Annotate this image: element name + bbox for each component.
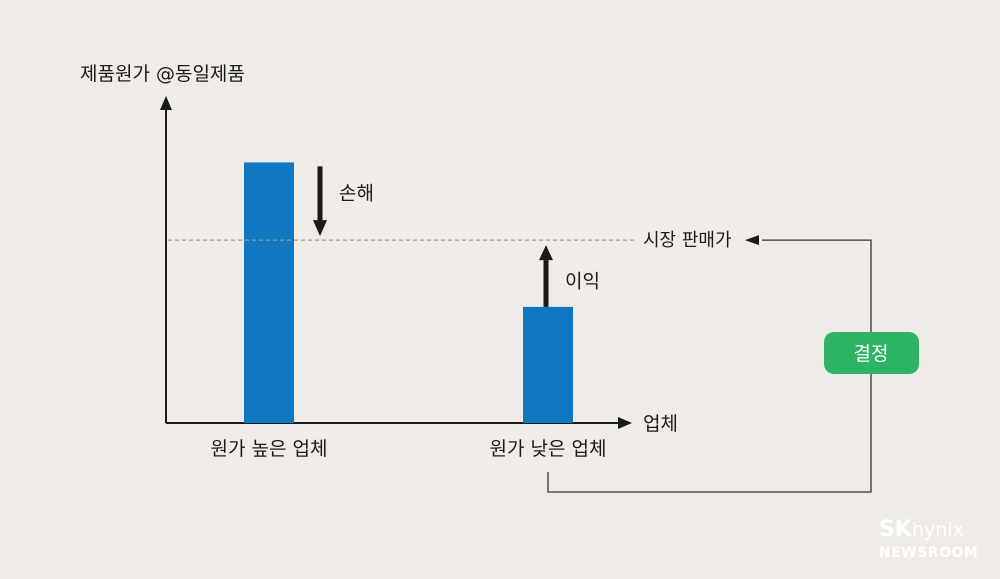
- x-tick-label-high-cost: 원가 높은 업체: [211, 438, 328, 460]
- profit-label: 이익: [565, 271, 600, 293]
- logo-brand: SK: [879, 517, 913, 542]
- y-axis-arrow: [160, 96, 172, 110]
- decision-label: 결정: [854, 343, 889, 365]
- bar-low-cost: [523, 306, 573, 423]
- profit-arrow-head: [539, 245, 553, 261]
- x-tick-label-low-cost: 원가 낮은 업체: [490, 438, 607, 460]
- loss-label: 손해: [339, 182, 374, 204]
- y-axis-label: 제품원가 @동일제품: [80, 63, 245, 85]
- decision-connector: [547, 239, 872, 493]
- decision-badge: [824, 332, 919, 374]
- logo-sub: NEWSROOM: [879, 545, 978, 561]
- bar-high-cost: [244, 162, 294, 423]
- market-price-arrow: [745, 235, 759, 246]
- x-axis-arrow: [618, 417, 632, 429]
- logo-product: hynix: [912, 519, 964, 541]
- market-price-label: 시장 판매가: [643, 230, 732, 251]
- x-axis-label: 업체: [643, 413, 678, 435]
- loss-arrow-head: [313, 220, 327, 237]
- sk-hynix-newsroom-logo: SK hynix NEWSROOM: [879, 517, 978, 561]
